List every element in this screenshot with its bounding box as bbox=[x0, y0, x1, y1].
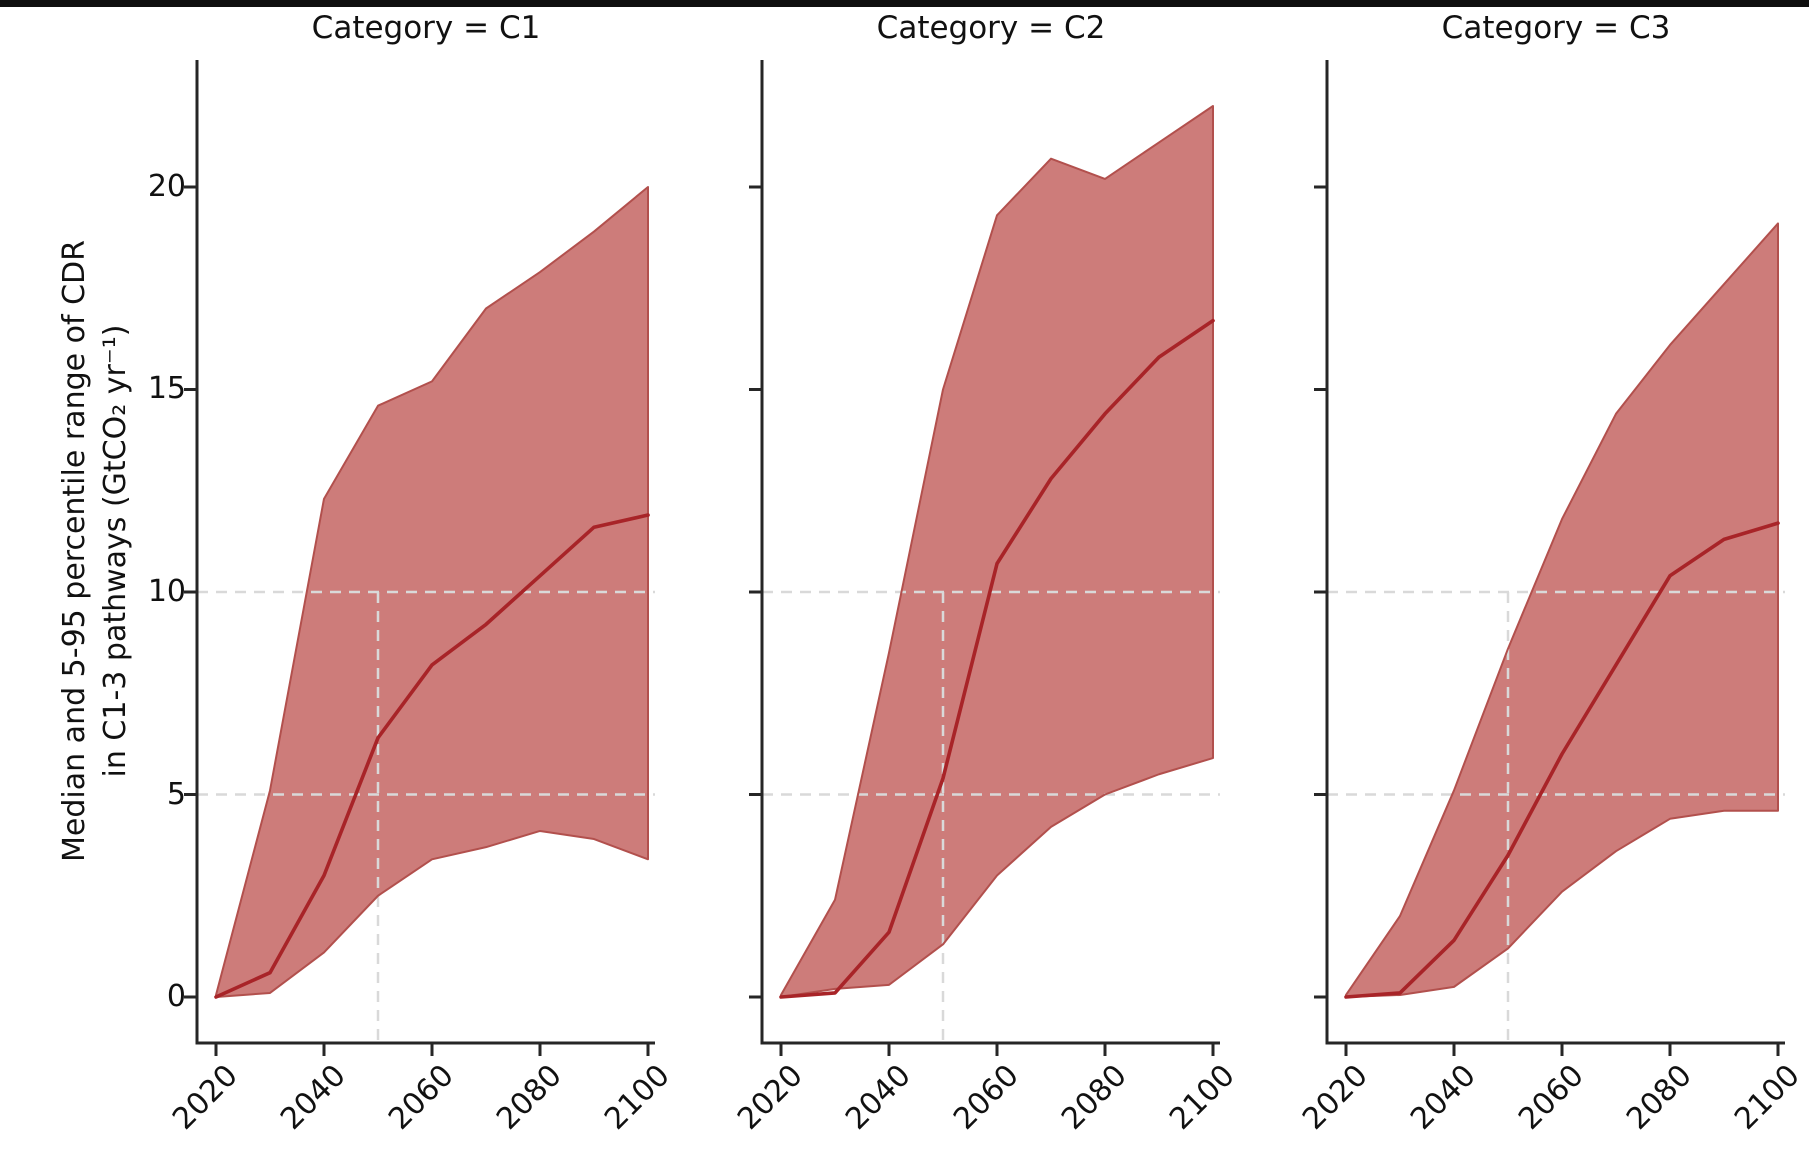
x-tick-c3-2100: 2100 bbox=[1728, 1058, 1807, 1137]
y-tick-label-10: 10 bbox=[147, 574, 186, 609]
y-axis-label-line1: Median and 5-95 percentile range of CDR bbox=[57, 240, 92, 862]
x-tick-c3-2060: 2060 bbox=[1512, 1058, 1591, 1137]
plot-area-c2 bbox=[749, 60, 1220, 1056]
plot-area-c1 bbox=[184, 60, 655, 1056]
figure-top-border bbox=[0, 0, 1809, 7]
x-tick-c3-2040: 2040 bbox=[1404, 1058, 1483, 1137]
percentile-band-fill bbox=[781, 106, 1213, 997]
y-tick-label-5: 5 bbox=[166, 777, 186, 812]
percentile-band-edge bbox=[1345, 222, 1779, 998]
y-axis-label: Median and 5-95 percentile range of CDR … bbox=[54, 81, 138, 1021]
y-tick-label-15: 15 bbox=[147, 371, 186, 406]
y-tick-label-20: 20 bbox=[147, 169, 186, 204]
median-line bbox=[214, 513, 650, 999]
median-line bbox=[779, 318, 1215, 999]
x-tick-c3-2080: 2080 bbox=[1620, 1058, 1699, 1137]
percentile-band-fill bbox=[1346, 223, 1778, 997]
x-tick-c2-2100: 2100 bbox=[1163, 1058, 1242, 1137]
percentile-band-edge bbox=[215, 186, 649, 998]
x-tick-c2-2080: 2080 bbox=[1055, 1058, 1134, 1137]
x-tick-c1-2100: 2100 bbox=[598, 1058, 677, 1137]
x-tick-c1-2080: 2080 bbox=[490, 1058, 569, 1137]
x-tick-c1-2060: 2060 bbox=[382, 1058, 461, 1137]
panel-title-c2: Category = C2 bbox=[876, 10, 1106, 46]
plot-area-c3 bbox=[1314, 60, 1785, 1056]
median-line bbox=[1344, 521, 1780, 999]
x-tick-c2-2040: 2040 bbox=[839, 1058, 918, 1137]
y-tick-label-0: 0 bbox=[166, 979, 186, 1014]
y-axis-label-line2: in C1-3 pathways (GtCO₂ yr⁻¹) bbox=[98, 324, 133, 778]
x-tick-c1-2040: 2040 bbox=[274, 1058, 353, 1137]
percentile-band-edge bbox=[780, 105, 1214, 998]
x-tick-c3-2020: 2020 bbox=[1296, 1058, 1375, 1137]
x-tick-c2-2020: 2020 bbox=[731, 1058, 810, 1137]
x-tick-c1-2020: 2020 bbox=[166, 1058, 245, 1137]
panel-title-c1: Category = C1 bbox=[311, 10, 541, 46]
x-tick-c2-2060: 2060 bbox=[947, 1058, 1026, 1137]
panel-title-c3: Category = C3 bbox=[1441, 10, 1671, 46]
